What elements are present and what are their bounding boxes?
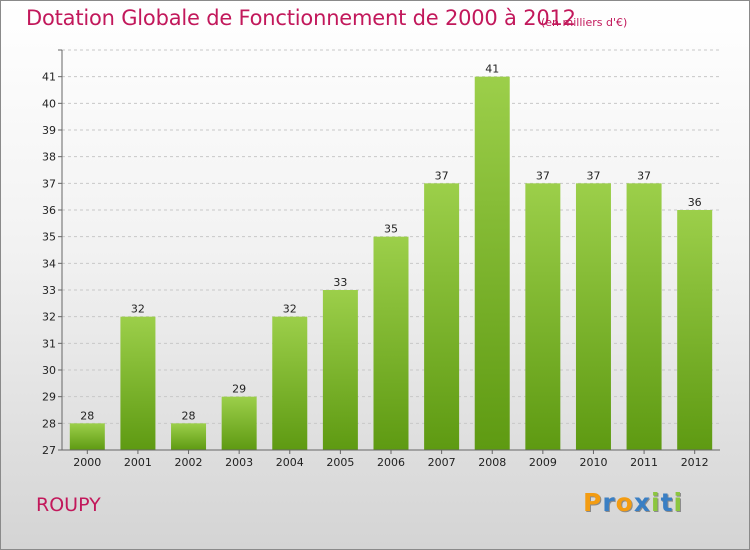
- y-tick-label: 30: [42, 364, 56, 377]
- y-tick-label: 38: [42, 151, 56, 164]
- bar: [171, 423, 207, 450]
- bar: [272, 316, 308, 450]
- logo-letter: r: [602, 488, 616, 517]
- y-tick-label: 33: [42, 284, 56, 297]
- data-label: 36: [688, 196, 702, 209]
- bar: [69, 423, 105, 450]
- logo-letter: i: [651, 488, 661, 517]
- data-label: 37: [637, 169, 651, 182]
- bar: [120, 316, 156, 450]
- data-label: 35: [384, 223, 398, 236]
- bar: [626, 183, 662, 451]
- y-tick-label: 34: [42, 257, 56, 270]
- logo-letter: o: [615, 488, 634, 517]
- bar: [322, 290, 358, 450]
- proxiti-logo: Proxiti: [583, 488, 683, 517]
- y-tick-label: 41: [42, 71, 56, 84]
- x-tick-label: 2002: [175, 456, 203, 469]
- y-axis: 27 28 29 30 31 32 33 34 35 36 37 38 39 40 41: [42, 49, 63, 457]
- x-tick-label: 2003: [225, 456, 253, 469]
- data-label: 37: [586, 169, 600, 182]
- y-tick-label: 37: [42, 177, 56, 190]
- x-tick-label: 2012: [681, 456, 709, 469]
- y-tick-label: 36: [42, 204, 56, 217]
- logo-letter: t: [660, 488, 674, 517]
- y-tick-label: 27: [42, 444, 56, 457]
- data-label: 33: [333, 276, 347, 289]
- x-tick-label: 2008: [478, 456, 506, 469]
- bar: [373, 236, 409, 450]
- data-label: 28: [80, 409, 94, 422]
- x-tick-label: 2010: [579, 456, 607, 469]
- logo-letter: P: [583, 488, 603, 517]
- chart-subtitle: (en milliers d'€): [541, 16, 628, 29]
- x-tick-label: 2001: [124, 456, 152, 469]
- commune-name: ROUPY: [36, 494, 101, 516]
- x-tick-label: 2005: [326, 456, 354, 469]
- chart-title: Dotation Globale de Fonctionnement de 20…: [26, 6, 576, 30]
- x-tick-label: 2004: [276, 456, 304, 469]
- y-tick-label: 32: [42, 311, 56, 324]
- x-tick-label: 2000: [73, 456, 101, 469]
- bar: [575, 183, 611, 451]
- bar: [424, 183, 460, 451]
- x-tick-label: 2006: [377, 456, 405, 469]
- logo-letter: i: [673, 488, 684, 517]
- y-tick-label: 29: [42, 391, 56, 404]
- data-label: 41: [485, 63, 499, 76]
- bars: [69, 76, 713, 451]
- data-label: 32: [283, 303, 297, 316]
- y-tick-label: 39: [42, 124, 56, 137]
- bar: [525, 183, 561, 451]
- data-label: 37: [435, 169, 449, 182]
- data-label: 32: [131, 303, 145, 316]
- bar: [474, 76, 510, 451]
- bar: [221, 396, 257, 450]
- data-label: 37: [536, 169, 550, 182]
- x-tick-label: 2009: [529, 456, 557, 469]
- y-tick-label: 35: [42, 231, 56, 244]
- data-label: 29: [232, 383, 246, 396]
- logo-letter: x: [633, 488, 651, 517]
- y-tick-label: 31: [42, 337, 56, 350]
- data-label: 28: [182, 409, 196, 422]
- x-axis: 2000 2001 2002 2003 2004 2005 2006 2007 2008 2009…: [62, 449, 720, 469]
- x-tick-label: 2011: [630, 456, 658, 469]
- value-labels: 28 32 28 29 32 33 35 37 41 37 37 37 36: [80, 63, 701, 423]
- y-tick-label: 28: [42, 417, 56, 430]
- x-tick-label: 2007: [428, 456, 456, 469]
- y-tick-label: 40: [42, 97, 56, 110]
- bar: [677, 210, 713, 450]
